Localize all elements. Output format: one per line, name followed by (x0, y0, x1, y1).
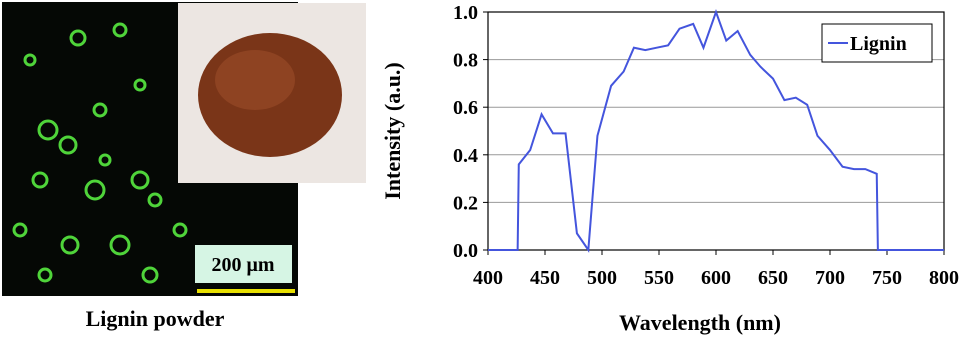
y-tick-label: 0.6 (453, 97, 478, 119)
x-axis-label: Wavelength (nm) (619, 310, 781, 335)
scale-label: 200 μm (212, 254, 275, 276)
x-tick-label: 750 (872, 267, 902, 289)
line-series (488, 9, 944, 253)
x-tick-label: 450 (530, 267, 560, 289)
micrograph-particles (12, 22, 188, 284)
powder-highlight (215, 50, 295, 110)
y-tick-label: 0.4 (453, 145, 478, 167)
x-tick-label: 400 (473, 267, 503, 289)
x-tick-label: 550 (644, 267, 674, 289)
y-tick-label: 1.0 (453, 2, 478, 24)
x-tick-label: 650 (758, 267, 788, 289)
y-tick-label: 0.0 (453, 240, 478, 262)
y-tick-label: 0.8 (453, 50, 478, 72)
scale-box (195, 245, 292, 283)
x-tick-label: 500 (587, 267, 617, 289)
x-tick-label: 700 (815, 267, 845, 289)
x-tick-label: 600 (701, 267, 731, 289)
panel-caption: Lignin powder (86, 306, 225, 331)
y-tick-label: 0.2 (453, 192, 478, 214)
y-axis-label: Intensity (a.u.) (380, 62, 405, 200)
x-tick-label: 800 (929, 267, 959, 289)
legend-label: Lignin (850, 33, 907, 55)
